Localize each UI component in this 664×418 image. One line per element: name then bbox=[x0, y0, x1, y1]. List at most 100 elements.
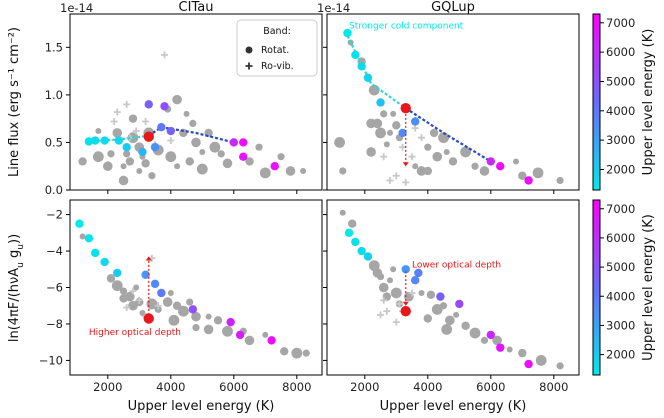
gray-point bbox=[378, 282, 389, 293]
rotational-point bbox=[496, 343, 505, 352]
x-tick-label: 4000 bbox=[156, 380, 185, 394]
y-tick-label: 1.5 bbox=[45, 40, 63, 54]
gray-point bbox=[418, 289, 425, 296]
gray-point bbox=[445, 315, 455, 326]
gray-point bbox=[217, 150, 225, 158]
legend-label-ro-vib: Ro-vib. bbox=[261, 61, 294, 72]
arrow-head bbox=[402, 162, 409, 167]
gray-point bbox=[165, 151, 177, 163]
rotational-point bbox=[343, 28, 352, 38]
gray-point bbox=[103, 161, 113, 172]
rotational-point bbox=[363, 73, 373, 82]
gray-point bbox=[191, 311, 201, 322]
marks bbox=[78, 51, 307, 186]
gray-point bbox=[174, 163, 181, 170]
arrow-head bbox=[402, 301, 409, 306]
gray-point bbox=[302, 349, 310, 357]
gray-point bbox=[192, 324, 200, 332]
gray-point bbox=[191, 137, 201, 148]
gray-point bbox=[107, 150, 115, 158]
gray-point bbox=[196, 163, 208, 175]
gray-point bbox=[469, 327, 481, 339]
y-axis-label-ln: ln(4πF/(hνAu gu)) bbox=[7, 234, 26, 342]
rotational-point bbox=[239, 138, 248, 147]
gray-point bbox=[280, 347, 289, 356]
panel-top-right: GQLup 1e-14 Stronger cold component bbox=[317, 0, 580, 194]
offset-text: 1e-14 bbox=[317, 1, 350, 15]
marks bbox=[339, 209, 564, 370]
ro-vib-point bbox=[386, 176, 394, 184]
gray-point bbox=[387, 277, 393, 284]
gray-point bbox=[426, 290, 436, 299]
rotational-point bbox=[113, 268, 122, 278]
colorbar-tick-label: 6000 bbox=[606, 45, 635, 59]
gray-point bbox=[128, 300, 138, 311]
rotational-point bbox=[100, 136, 109, 145]
colorbar-tick-label: 5000 bbox=[606, 74, 635, 88]
legend-marker-ro-vib bbox=[245, 62, 253, 70]
offset-text: 1e-14 bbox=[60, 1, 93, 15]
gray-point bbox=[119, 294, 128, 303]
rotational-point bbox=[100, 257, 109, 267]
rotational-point bbox=[188, 305, 198, 314]
gray-point bbox=[125, 157, 135, 166]
gray-point bbox=[185, 157, 194, 166]
x-tick-label: 2000 bbox=[93, 380, 122, 394]
gray-point bbox=[443, 148, 450, 155]
panel-title: CITau bbox=[179, 0, 214, 15]
gray-point bbox=[118, 175, 129, 186]
legend-label-rotational: Rotat. bbox=[261, 45, 289, 56]
ro-vib-point bbox=[392, 318, 400, 326]
ro-vib-point bbox=[154, 302, 162, 310]
rotational-point bbox=[141, 270, 150, 279]
rotational-point bbox=[229, 138, 238, 147]
marks bbox=[334, 28, 564, 186]
x-tick-label: 8000 bbox=[539, 380, 568, 394]
gray-point bbox=[518, 348, 527, 358]
rotational-point bbox=[344, 228, 354, 238]
axes-frame bbox=[326, 199, 580, 376]
gray-point bbox=[390, 266, 397, 273]
y-tick-label: −6 bbox=[46, 281, 63, 295]
highlight-point bbox=[143, 313, 154, 324]
gray-point bbox=[372, 268, 383, 278]
colorbar-tick-label: 4000 bbox=[606, 104, 635, 118]
rotational-point bbox=[496, 162, 505, 171]
gray-point bbox=[513, 158, 519, 165]
gray-point bbox=[431, 303, 443, 315]
gray-point bbox=[339, 209, 346, 216]
rotational-point bbox=[75, 219, 84, 228]
gray-point bbox=[162, 297, 173, 307]
rotational-point bbox=[226, 317, 235, 327]
gray-point bbox=[186, 298, 194, 306]
gray-point bbox=[480, 336, 489, 344]
gray-point bbox=[392, 121, 401, 130]
gray-point bbox=[439, 302, 448, 310]
gray-point bbox=[244, 335, 255, 346]
rotational-point bbox=[267, 336, 276, 345]
axes-frame bbox=[69, 13, 323, 191]
rotational-point bbox=[486, 157, 495, 166]
panel-top-left: CITau 1e-14 0.0 0.5 1.0 1.5 Band: Rotat. Ro-vib. bbox=[45, 0, 323, 197]
ro-vib-point bbox=[132, 127, 140, 135]
rotational-point bbox=[411, 117, 420, 126]
rotational-point bbox=[401, 265, 410, 274]
legend-marker-rotational bbox=[245, 46, 253, 54]
colorbar-gradient bbox=[592, 199, 601, 376]
colorbar: 2000 3000 4000 5000 6000 7000 Upper level ener… bbox=[592, 13, 656, 191]
ro-vib-point bbox=[161, 51, 168, 59]
gray-point bbox=[255, 143, 263, 151]
gray-point bbox=[383, 141, 390, 148]
x-tick-label: 4000 bbox=[413, 380, 442, 394]
gray-point bbox=[203, 324, 214, 335]
gray-point bbox=[438, 132, 449, 144]
gray-point bbox=[479, 166, 490, 176]
x-tick-label: 2000 bbox=[350, 380, 379, 394]
gray-point bbox=[78, 157, 87, 166]
highlight-point bbox=[400, 102, 411, 114]
rotational-point bbox=[84, 137, 94, 146]
colorbar-gradient bbox=[592, 13, 601, 191]
gray-point bbox=[556, 176, 564, 185]
colorbar-label: Upper level energy (K) bbox=[641, 29, 656, 176]
